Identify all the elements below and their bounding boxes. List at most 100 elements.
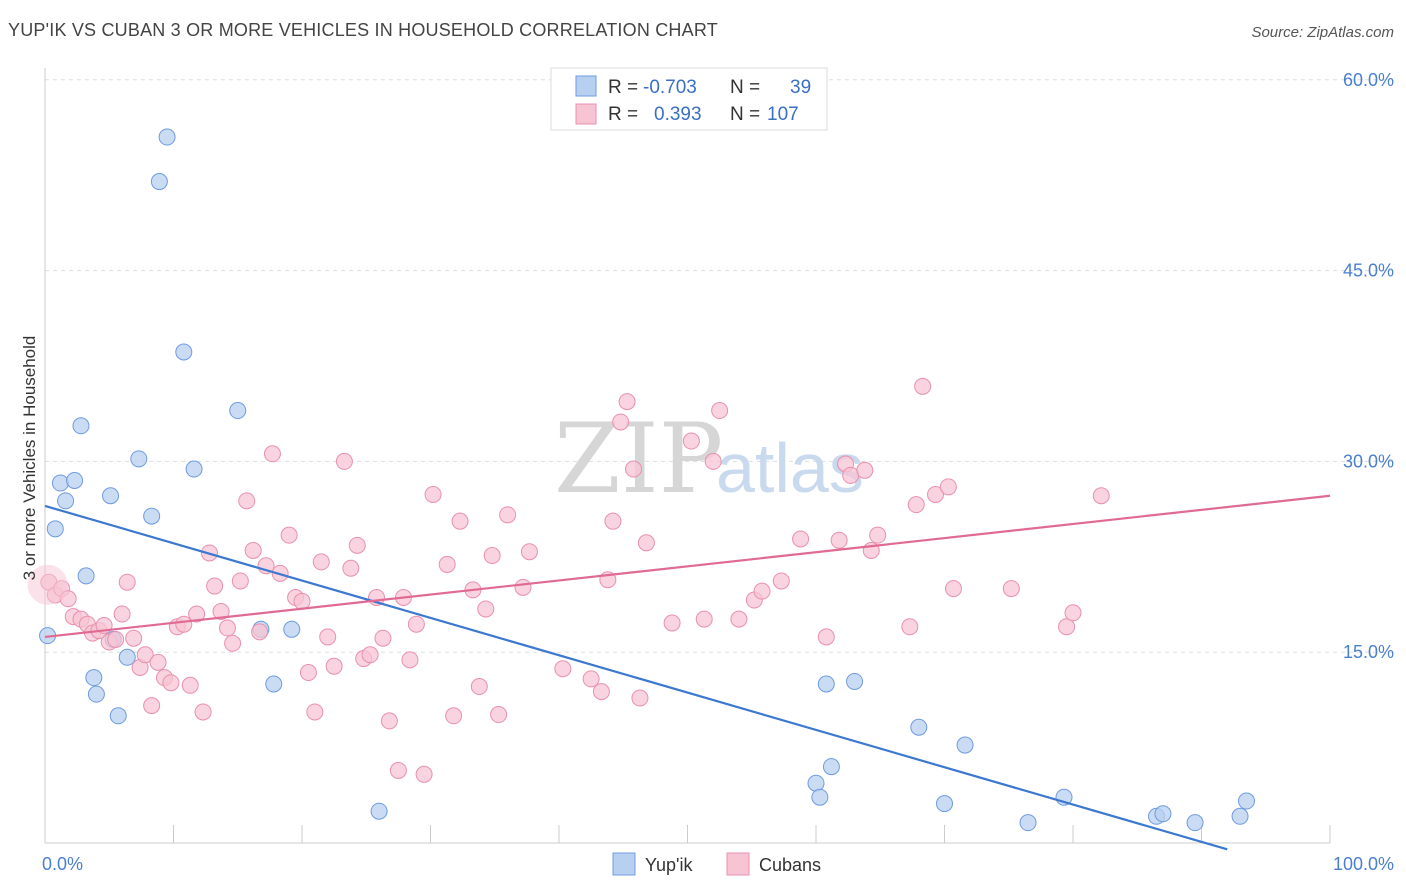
cuban-point bbox=[1002, 580, 1020, 598]
cuban-point bbox=[907, 496, 925, 514]
legend-r-value: -0.703 bbox=[643, 77, 697, 98]
yupik-point bbox=[1237, 792, 1255, 810]
yupik-trend-line bbox=[44, 504, 1228, 851]
cuban-point bbox=[711, 402, 729, 420]
cuban-point bbox=[914, 377, 932, 395]
cuban-point bbox=[348, 536, 366, 554]
yupik-point bbox=[130, 450, 148, 468]
legend-r-value: 0.393 bbox=[654, 104, 702, 125]
yupik-point bbox=[150, 173, 168, 191]
cuban-point bbox=[181, 676, 199, 694]
yupik-point bbox=[936, 795, 953, 813]
series-legend-label-cuban: Cubans bbox=[759, 855, 821, 875]
yupik-point bbox=[102, 487, 120, 505]
yupik-point bbox=[956, 736, 974, 754]
cuban-point bbox=[325, 657, 343, 675]
yupik-point bbox=[910, 718, 928, 736]
cuban-point bbox=[625, 460, 643, 478]
yupik-point bbox=[817, 675, 835, 693]
cuban-point bbox=[231, 572, 249, 590]
cuban-point bbox=[682, 432, 700, 450]
cuban-point bbox=[612, 413, 630, 431]
cuban-point bbox=[514, 578, 532, 596]
cuban-point bbox=[218, 619, 236, 637]
cuban-point bbox=[753, 582, 771, 600]
cuban-point bbox=[944, 580, 962, 598]
chart-title: YUP'IK VS CUBAN 3 OR MORE VEHICLES IN HO… bbox=[8, 20, 718, 40]
cuban-point bbox=[695, 610, 713, 628]
cuban-point bbox=[415, 765, 433, 783]
cuban-point bbox=[792, 530, 810, 548]
cuban-point bbox=[118, 573, 136, 591]
yupik-point bbox=[87, 685, 105, 703]
yupik-point bbox=[158, 128, 176, 146]
yupik-point bbox=[265, 675, 283, 693]
yupik-point bbox=[185, 460, 203, 478]
y-tick-label: 60.0% bbox=[1343, 70, 1394, 90]
stats-legend-box bbox=[550, 67, 828, 131]
cuban-point bbox=[263, 445, 281, 463]
yupik-point bbox=[1231, 807, 1249, 825]
cuban-point bbox=[389, 761, 407, 779]
cuban-point bbox=[490, 706, 508, 724]
yupik-point bbox=[229, 402, 247, 420]
cuban-point bbox=[704, 452, 722, 470]
cuban-point bbox=[604, 512, 622, 530]
cuban-point bbox=[554, 660, 572, 678]
legend-n-label: N = bbox=[730, 104, 760, 125]
y-axis-label: 3 or more Vehicles in Household bbox=[20, 336, 39, 581]
cuban-point bbox=[319, 628, 337, 646]
cuban-point bbox=[361, 646, 379, 664]
yupik-point bbox=[822, 758, 840, 776]
yupik-point bbox=[370, 802, 388, 820]
yupik-point bbox=[85, 669, 103, 687]
cuban-trend-line bbox=[44, 494, 1331, 639]
legend-r-label: R = bbox=[608, 77, 638, 98]
cuban-point bbox=[280, 526, 298, 544]
cuban-point bbox=[631, 689, 649, 707]
cuban-point bbox=[401, 651, 419, 669]
series-legend-label-yupik: Yup'ik bbox=[645, 855, 693, 875]
cuban-point bbox=[194, 703, 212, 721]
legend-n-label: N = bbox=[730, 77, 760, 98]
yupik-point bbox=[1154, 805, 1172, 823]
cuban-point bbox=[730, 610, 748, 628]
yupik-point bbox=[57, 492, 75, 510]
cuban-point bbox=[125, 629, 143, 647]
watermark-zip: ZIP bbox=[554, 403, 723, 515]
yupik-point bbox=[51, 474, 69, 492]
yupik-point bbox=[1186, 814, 1204, 832]
cuban-point bbox=[939, 478, 957, 496]
yupik-point bbox=[175, 343, 193, 361]
x-tick-label: 0.0% bbox=[42, 854, 83, 874]
cuban-point bbox=[312, 553, 330, 571]
legend-n-value: 107 bbox=[767, 104, 799, 125]
cuban-point bbox=[149, 653, 167, 671]
cuban-point bbox=[856, 461, 874, 479]
axes bbox=[44, 68, 1331, 844]
yupik-point bbox=[77, 567, 95, 585]
cuban-point bbox=[113, 605, 131, 623]
yupik-point bbox=[143, 507, 161, 525]
yupik-point bbox=[807, 774, 825, 792]
cuban-point bbox=[407, 615, 425, 633]
cuban-point bbox=[618, 393, 636, 411]
cuban-point bbox=[470, 678, 488, 696]
cuban-point bbox=[136, 646, 154, 664]
yupik-point bbox=[66, 471, 84, 489]
cuban-point bbox=[251, 623, 269, 641]
yupik-point bbox=[1019, 814, 1037, 832]
y-tick-label: 45.0% bbox=[1343, 261, 1394, 281]
cuban-point bbox=[380, 712, 398, 730]
cuban-point bbox=[772, 572, 790, 590]
cuban-point bbox=[206, 577, 224, 595]
source-credit: Source: ZipAtlas.com bbox=[1251, 24, 1394, 41]
cuban-point bbox=[927, 485, 945, 503]
series-legend-swatch-cuban bbox=[726, 852, 750, 876]
cuban-point bbox=[374, 629, 392, 647]
cuban-point bbox=[212, 602, 230, 620]
cuban-point bbox=[244, 541, 262, 559]
cuban-point bbox=[451, 512, 469, 530]
cuban-point bbox=[445, 707, 463, 725]
cuban-point bbox=[477, 600, 495, 618]
